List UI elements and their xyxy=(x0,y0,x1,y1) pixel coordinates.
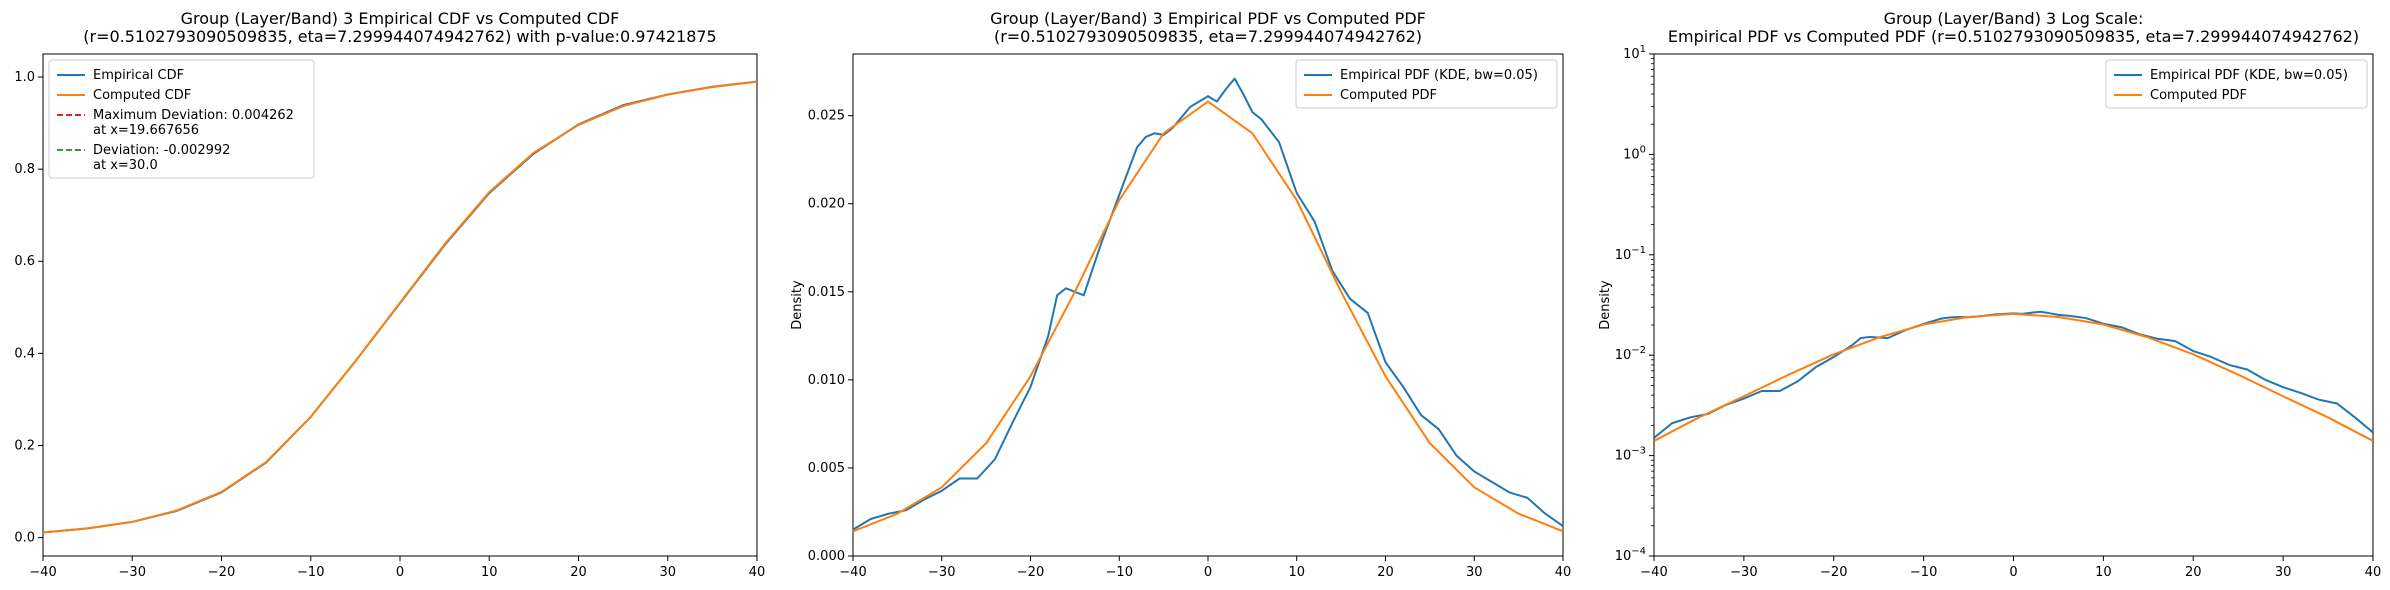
y-tick-label: 10−4 xyxy=(1615,546,1646,564)
x-tick-label: 30 xyxy=(2275,565,2292,580)
y-tick-label: 100 xyxy=(1623,144,1646,162)
y-tick-label: 0.0 xyxy=(14,531,35,546)
legend-label: Maximum Deviation: 0.004262 at x=19.66765… xyxy=(93,108,294,138)
x-tick-label: −40 xyxy=(839,565,866,580)
y-tick-label: 0.010 xyxy=(808,373,845,388)
x-tick-label: 20 xyxy=(1377,565,1394,580)
chart-1: Group (Layer/Band) 3 Empirical CDF vs Co… xyxy=(14,9,765,580)
y-tick-label: 0.6 xyxy=(14,254,35,269)
x-tick-label: 10 xyxy=(2095,565,2112,580)
legend: Empirical PDF (KDE, bw=0.05) Computed PDF xyxy=(2105,59,2368,109)
series-line-1 xyxy=(853,77,1563,531)
series-line-2 xyxy=(43,80,757,534)
plot-area xyxy=(1654,310,2373,442)
chart-title: Group (Layer/Band) 3 Empirical CDF vs Co… xyxy=(83,9,716,46)
y-axis-label: Density xyxy=(790,280,805,330)
legend-label: Deviation: -0.002992 at x=30.0 xyxy=(93,143,230,173)
x-tick-label: 40 xyxy=(2365,565,2382,580)
legend-label: Empirical PDF (KDE, bw=0.05) xyxy=(1340,68,1538,83)
legend-box xyxy=(2105,59,2368,109)
x-tick-label: −10 xyxy=(1910,565,1937,580)
plot-area xyxy=(853,77,1563,533)
axes-frame xyxy=(1653,53,2374,557)
x-tick-label: 10 xyxy=(481,565,498,580)
series-line-2 xyxy=(1654,312,2373,442)
y-tick-label: 1.0 xyxy=(14,70,35,85)
series-line-1 xyxy=(1654,310,2373,439)
x-tick-label: −30 xyxy=(119,565,146,580)
y-tick-label: 101 xyxy=(1623,44,1646,62)
y-tick-label: 0.005 xyxy=(808,461,845,476)
legend-box xyxy=(1295,59,1558,109)
chart-2: Group (Layer/Band) 3 Empirical PDF vs Co… xyxy=(790,9,1571,580)
legend-box xyxy=(48,59,315,179)
chart-3: Group (Layer/Band) 3 Log Scale: Empirical… xyxy=(1598,9,2381,580)
x-tick-label: −40 xyxy=(29,565,56,580)
x-tick-label: −10 xyxy=(1106,565,1133,580)
chart-title: Group (Layer/Band) 3 Empirical PDF vs Co… xyxy=(990,9,1426,46)
x-tick-label: 30 xyxy=(1466,565,1483,580)
x-tick-label: −10 xyxy=(297,565,324,580)
x-tick-label: 10 xyxy=(1288,565,1305,580)
legend-label: Empirical CDF xyxy=(93,68,184,83)
legend-label: Empirical PDF (KDE, bw=0.05) xyxy=(2150,68,2348,83)
y-tick-label: 0.015 xyxy=(808,285,845,300)
legend-label: Computed PDF xyxy=(2150,88,2247,103)
y-tick-label: 0.020 xyxy=(808,197,845,212)
y-tick-label: 0.000 xyxy=(808,549,845,564)
x-tick-label: −30 xyxy=(928,565,955,580)
y-tick-label: 0.8 xyxy=(14,162,35,177)
x-tick-label: −20 xyxy=(208,565,235,580)
x-tick-label: −30 xyxy=(1730,565,1757,580)
legend: Empirical CDF Computed CDF Maximum Deviati… xyxy=(48,59,315,179)
y-tick-label: 10−1 xyxy=(1615,245,1646,263)
axes-frame xyxy=(852,53,1564,557)
x-tick-label: −20 xyxy=(1820,565,1847,580)
legend-label: Computed CDF xyxy=(93,88,191,103)
x-tick-label: 0 xyxy=(1204,565,1212,580)
x-tick-label: 30 xyxy=(659,565,676,580)
x-tick-label: 0 xyxy=(2009,565,2017,580)
y-tick-label: 10−3 xyxy=(1615,446,1646,464)
legend: Empirical PDF (KDE, bw=0.05) Computed PDF xyxy=(1295,59,1558,109)
x-tick-label: −20 xyxy=(1017,565,1044,580)
x-tick-label: 0 xyxy=(396,565,404,580)
x-tick-label: −40 xyxy=(1640,565,1667,580)
y-tick-label: 0.4 xyxy=(14,346,35,361)
y-tick-label: 10−2 xyxy=(1615,345,1646,363)
legend-label: Computed PDF xyxy=(1340,88,1437,103)
y-tick-label: 0.2 xyxy=(14,438,35,453)
x-tick-label: 20 xyxy=(2185,565,2202,580)
y-tick-label: 0.025 xyxy=(808,109,845,124)
y-axis-label: Density xyxy=(1598,280,1613,330)
chart-title: Group (Layer/Band) 3 Log Scale: Empirical… xyxy=(1668,9,2359,46)
x-tick-label: 20 xyxy=(570,565,587,580)
x-tick-label: 40 xyxy=(749,565,766,580)
plot-area xyxy=(43,80,757,534)
x-tick-label: 40 xyxy=(1555,565,1572,580)
series-line-2 xyxy=(853,100,1563,533)
